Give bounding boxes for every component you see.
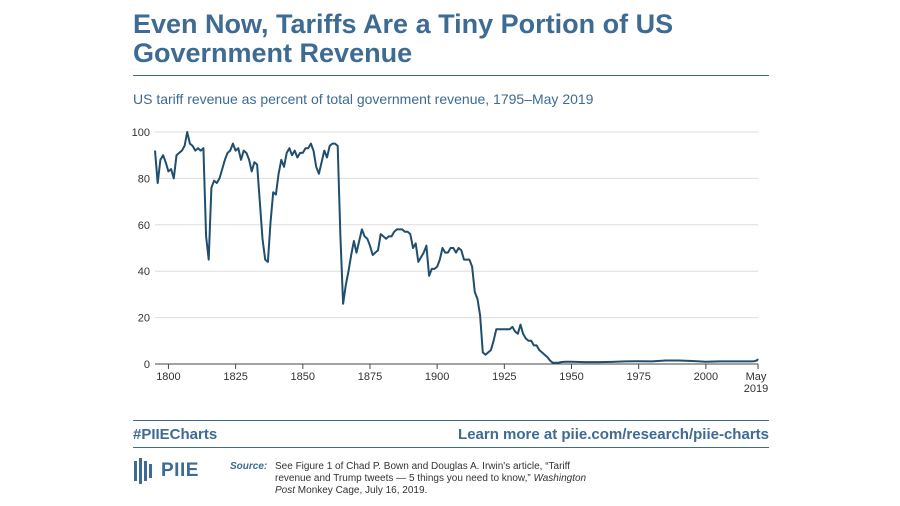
chart-title: Even Now, Tariffs Are a Tiny Portion of … [133, 9, 674, 68]
footer-top-divider [133, 420, 769, 421]
source-citation-part1: See Figure 1 of Chad P. Bown and Douglas… [275, 461, 571, 484]
source-label: Source: [230, 461, 268, 472]
x-tick-label-1950: 1950 [559, 371, 583, 383]
series-line-0 [154, 131, 759, 364]
x-tick-label-end-month: May [746, 371, 767, 383]
piie-logo-icon [134, 458, 152, 484]
source-publication: Washington Post [275, 473, 587, 496]
title-divider [133, 75, 769, 76]
piie-logo[interactable]: PIIE [133, 458, 199, 484]
piie-logo-text: PIIE [161, 460, 199, 481]
y-tick-label-20: 20 [138, 313, 150, 325]
y-tick-label-40: 40 [138, 266, 150, 278]
x-tick-label-1875: 1875 [358, 371, 382, 383]
x-tick-label-1975: 1975 [626, 371, 650, 383]
x-tick-label-2000: 2000 [694, 371, 718, 383]
tariff-revenue-line-chart: 0 20 40 60 80 100 1800 1825 1850 1875 1900 1925 1950… [132, 127, 768, 395]
hashtag-link[interactable]: #PIIECharts [133, 426, 218, 443]
x-tick-label-1800: 1800 [156, 371, 180, 383]
x-tick-label-1825: 1825 [223, 371, 247, 383]
x-tick-label-1850: 1850 [291, 371, 315, 383]
y-tick-label-100: 100 [132, 127, 150, 139]
y-tick-label-80: 80 [138, 173, 150, 185]
footer-bottom-divider [133, 447, 769, 448]
chart-subtitle: US tariff revenue as percent of total go… [133, 91, 594, 107]
source-citation-part2: Monkey Cage, July 16, 2019. [297, 485, 428, 496]
x-tick-label-1900: 1900 [425, 371, 449, 383]
x-tick-label-end-year: 2019 [744, 383, 768, 395]
y-tick-label-60: 60 [138, 220, 150, 232]
source-citation: See Figure 1 of Chad P. Bown and Douglas… [275, 461, 595, 497]
learn-more-link[interactable]: Learn more at piie.com/research/piie-cha… [458, 426, 769, 443]
y-tick-label-0: 0 [144, 359, 150, 371]
x-tick-label-1925: 1925 [492, 371, 516, 383]
